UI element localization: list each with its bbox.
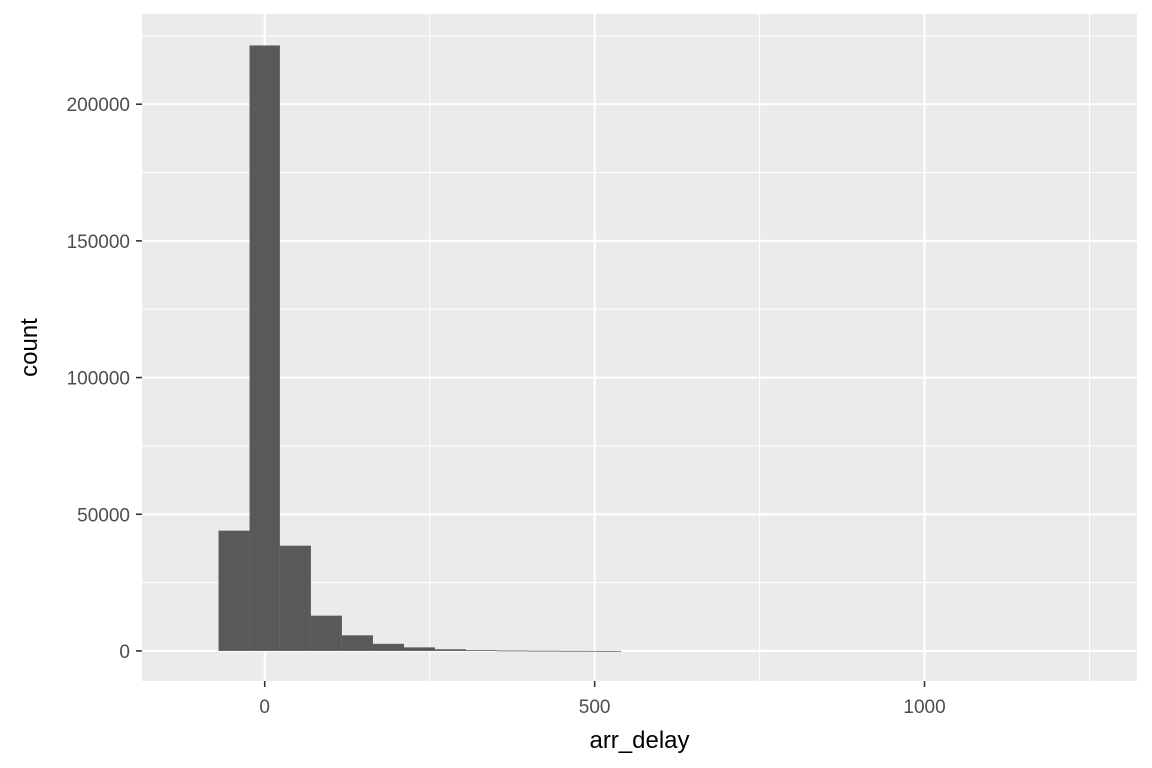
histogram-bar	[310, 615, 342, 651]
y-tick-label: 50000	[77, 505, 130, 526]
x-tick-label: 500	[579, 697, 611, 718]
histogram-bar	[465, 650, 497, 651]
y-tick-label: 100000	[67, 369, 130, 390]
y-axis-ticks: 0 50000 100000 150000 200000	[67, 95, 142, 663]
y-tick-label: 150000	[67, 232, 130, 253]
histogram-bar	[527, 650, 560, 652]
histogram-bar	[496, 650, 528, 652]
x-tick-label: 1000	[903, 697, 945, 718]
x-tick-label: 0	[259, 697, 270, 718]
histogram-bar	[341, 635, 373, 651]
histogram-bar	[279, 545, 311, 651]
histogram-bar	[249, 45, 280, 651]
y-tick-label: 0	[119, 642, 130, 663]
y-axis-title: count	[16, 318, 43, 377]
y-tick-label: 200000	[67, 95, 130, 116]
histogram-bars	[218, 45, 622, 652]
x-axis-ticks: 0 500 1000	[259, 681, 946, 718]
histogram-bar	[403, 647, 435, 651]
histogram-bar	[372, 643, 404, 651]
histogram-bar	[434, 649, 466, 651]
histogram-bar	[218, 530, 250, 651]
histogram-bar	[559, 650, 591, 652]
x-axis-title: arr_delay	[589, 727, 689, 754]
histogram-bar	[590, 650, 622, 652]
